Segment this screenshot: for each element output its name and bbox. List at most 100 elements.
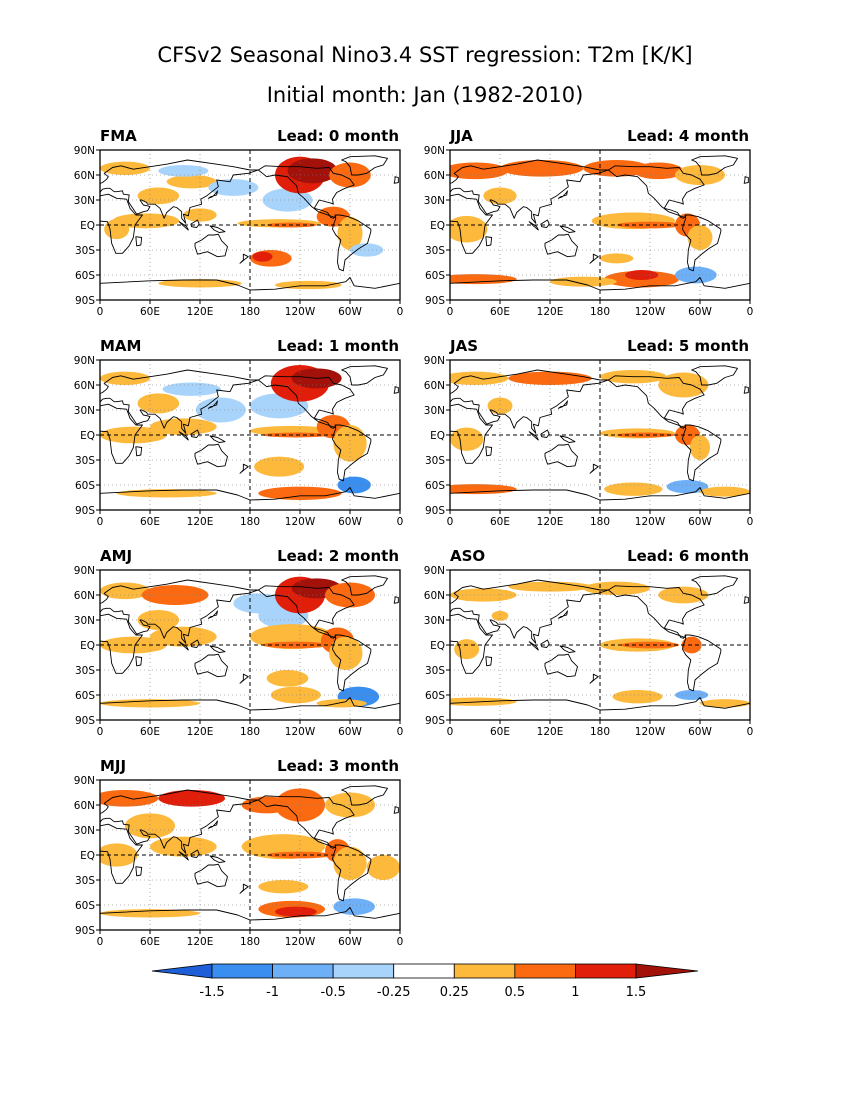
lon-tick-label: 0 [747, 306, 754, 318]
coastline [332, 844, 372, 902]
lon-tick-label: 0 [397, 516, 404, 528]
season-label: AMJ [100, 547, 132, 565]
lat-tick-label: 90S [75, 925, 95, 937]
lon-tick-label: 120W [285, 726, 316, 738]
coastline [743, 596, 749, 604]
coastline [100, 697, 400, 720]
lon-tick-label: 120W [635, 306, 666, 318]
coastline [544, 233, 578, 258]
coastline [332, 634, 372, 692]
coastline [691, 365, 738, 386]
anomaly-region [612, 690, 663, 704]
anomaly-region [450, 215, 488, 243]
coastline [559, 225, 576, 233]
lat-tick-label: 90N [74, 775, 95, 787]
coastline [257, 585, 355, 639]
lat-tick-label: 60S [75, 690, 95, 702]
lead-label: Lead: 6 month [627, 547, 749, 565]
lat-tick-label: 60N [424, 590, 445, 602]
coastline [589, 463, 599, 474]
coastline [544, 653, 578, 678]
coastline [682, 634, 722, 692]
lon-tick-label: 180 [590, 726, 610, 738]
lead-label: Lead: 4 month [627, 127, 749, 145]
lon-tick-label: 120W [285, 936, 316, 948]
lon-tick-label: 120W [635, 516, 666, 528]
anomaly-region [166, 175, 217, 189]
coastline [450, 697, 750, 720]
lat-tick-label: 60S [75, 480, 95, 492]
lon-tick-label: 120E [187, 516, 214, 528]
lon-tick-label: 60E [490, 306, 510, 318]
anomaly-region [258, 486, 342, 501]
colorbar-label: 0.5 [505, 985, 526, 1000]
lon-tick-label: 120E [187, 726, 214, 738]
anomaly-region [366, 855, 400, 880]
coastline [485, 446, 493, 457]
colorbar-label: 0.25 [440, 985, 469, 1000]
lat-tick-label: 30N [74, 195, 95, 207]
coastline [557, 190, 568, 199]
coastline [194, 863, 228, 888]
lat-tick-label: 30S [75, 665, 95, 677]
coastline [557, 610, 568, 619]
coastline [332, 214, 372, 272]
coastline [528, 641, 539, 651]
lat-tick-label: 60S [425, 480, 445, 492]
coastline [100, 403, 143, 464]
lon-tick-label: 0 [397, 936, 404, 948]
lat-tick-label: 60N [424, 380, 445, 392]
lon-tick-label: 60W [688, 306, 712, 318]
coastline [178, 851, 189, 861]
anomaly-region [625, 270, 659, 280]
coastline [450, 369, 609, 434]
coastline [194, 443, 228, 468]
anomaly-region [333, 425, 367, 462]
lon-tick-label: 60W [338, 726, 362, 738]
lat-tick-label: 60N [74, 590, 95, 602]
coastline [100, 193, 143, 254]
anomaly-region [333, 898, 375, 916]
anomaly-region [100, 371, 150, 386]
lat-tick-label: 90N [74, 355, 95, 367]
coastline [540, 429, 550, 438]
coastline [450, 159, 609, 224]
lat-tick-label: 60S [425, 690, 445, 702]
colorbar-label: -1 [266, 985, 279, 1000]
colorbar-arrow-low [151, 963, 213, 979]
lon-tick-label: 60E [140, 936, 160, 948]
lon-tick-label: 120E [537, 306, 564, 318]
anomaly-region [450, 427, 484, 451]
lon-tick-label: 60W [688, 726, 712, 738]
coastline [100, 369, 259, 434]
lon-tick-label: 120E [187, 936, 214, 948]
anomaly-region [675, 266, 717, 284]
anomaly-region [137, 187, 180, 205]
lon-tick-label: 120E [537, 726, 564, 738]
anomaly-region [604, 482, 663, 496]
coastline [190, 849, 200, 858]
figure-subtitle: Initial month: Jan (1982-2010) [267, 83, 584, 107]
coastline [239, 673, 249, 684]
coastline [485, 236, 493, 247]
lon-tick-label: 60W [338, 936, 362, 948]
coastline [450, 579, 609, 644]
anomaly-region [616, 432, 675, 438]
anomaly-region [158, 790, 225, 807]
lon-tick-label: 180 [240, 306, 260, 318]
lat-tick-label: 60N [424, 170, 445, 182]
anomaly-region [450, 274, 517, 285]
coastline [207, 190, 218, 199]
coastline [100, 789, 259, 854]
anomaly-region [350, 243, 384, 257]
coastline [100, 823, 143, 884]
coastline [528, 221, 539, 231]
coastline [178, 221, 189, 231]
anomaly-region [450, 484, 517, 495]
anomaly-region [600, 253, 634, 264]
coastline [341, 785, 388, 806]
anomaly-region [450, 371, 509, 385]
lead-label: Lead: 3 month [277, 757, 399, 775]
